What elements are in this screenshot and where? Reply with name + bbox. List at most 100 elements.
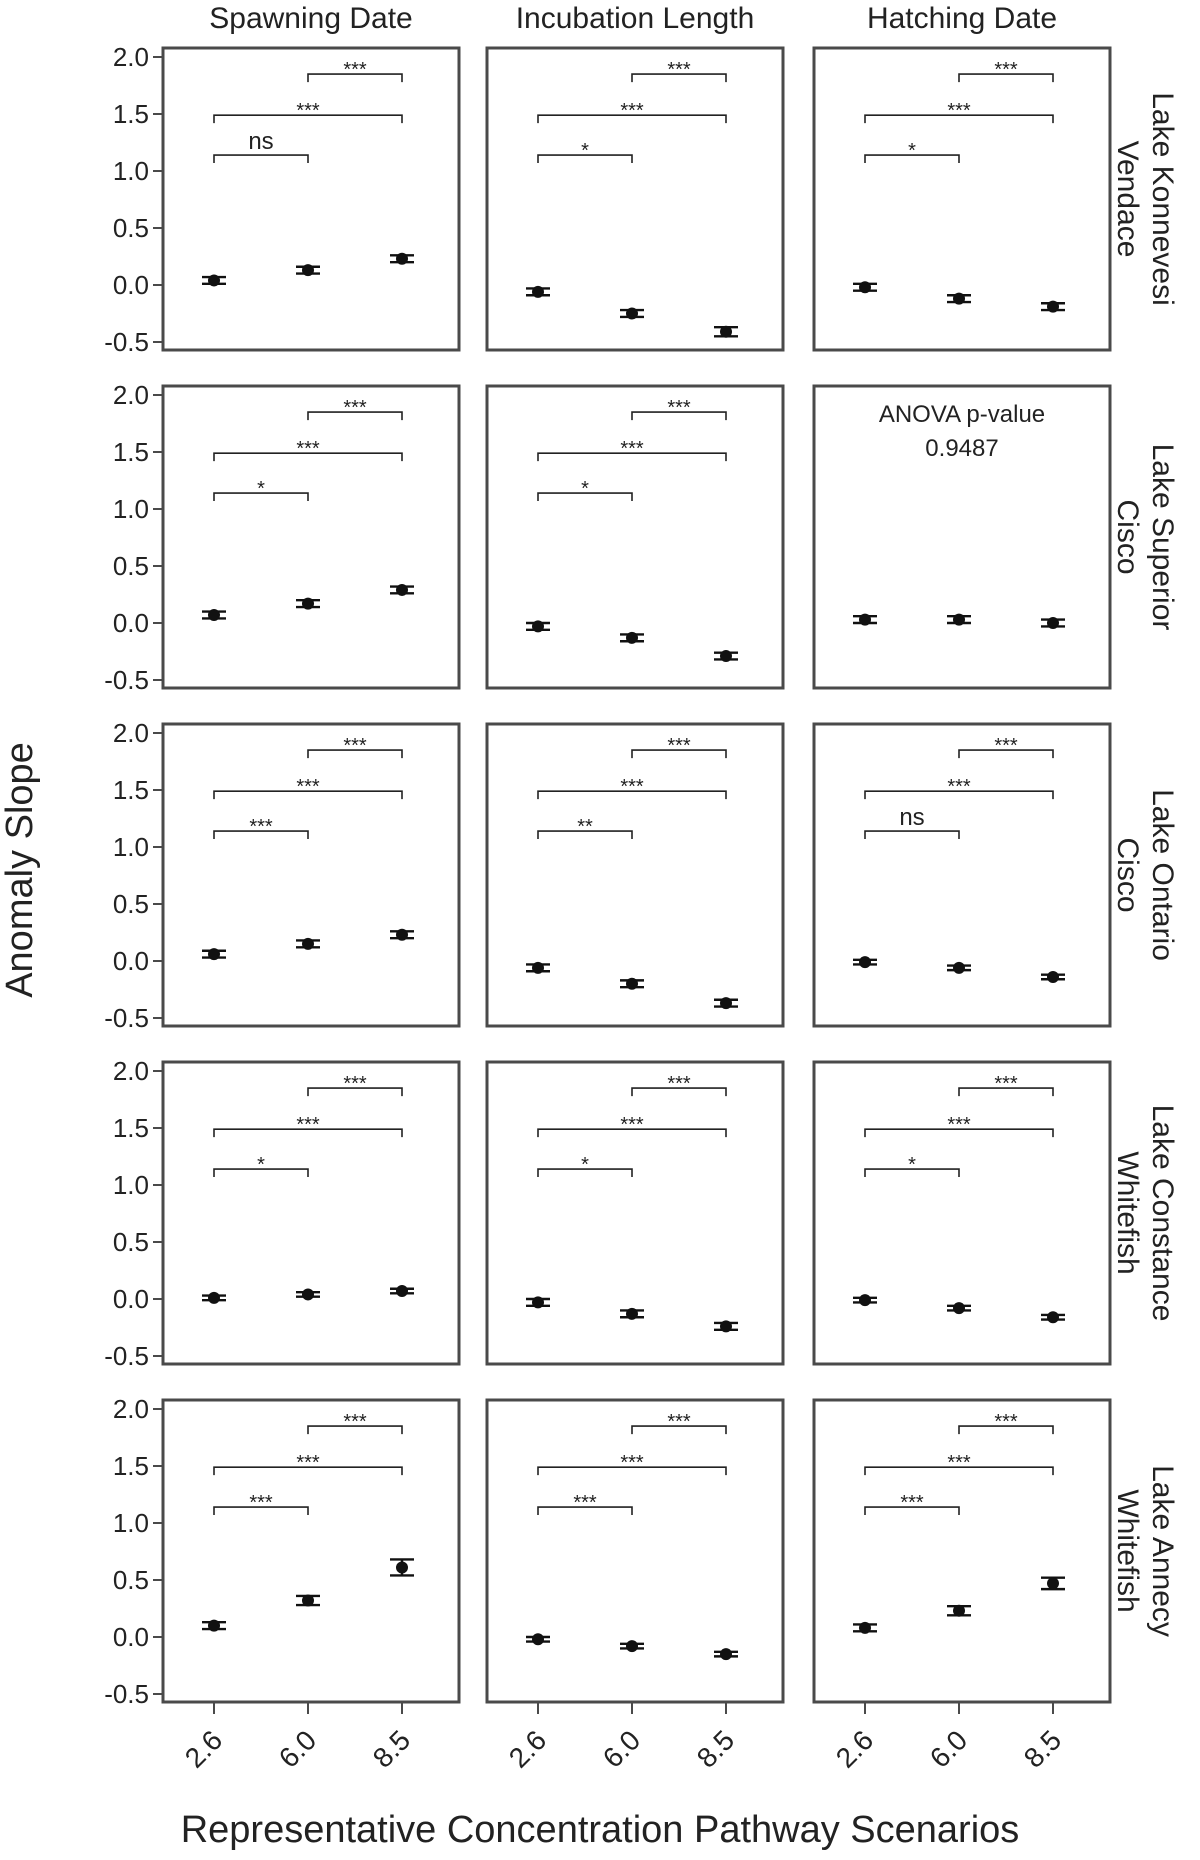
data-point — [302, 264, 314, 277]
y-tick-label: 1.0 — [113, 494, 149, 524]
significance-label: *** — [620, 1114, 644, 1136]
significance-bracket — [864, 830, 960, 840]
panel-frame — [812, 722, 1112, 1028]
significance-bracket — [864, 1466, 1054, 1476]
data-point — [208, 1619, 220, 1632]
significance-bracket — [631, 73, 727, 83]
significance-bracket — [213, 114, 403, 124]
y-tick-label: -0.5 — [104, 1341, 149, 1371]
significance-label: *** — [994, 1411, 1018, 1433]
data-point — [302, 937, 314, 950]
data-point — [396, 583, 408, 596]
data-point — [953, 1302, 965, 1315]
significance-label: ** — [577, 816, 593, 838]
x-tick-label: 6.0 — [924, 1724, 973, 1773]
y-tick-label: 1.0 — [113, 1170, 149, 1200]
significance-bracket — [537, 154, 633, 164]
significance-label: *** — [947, 100, 971, 122]
data-point — [859, 1621, 871, 1634]
significance-bracket — [213, 492, 309, 502]
significance-bracket — [864, 1506, 960, 1516]
significance-label: *** — [620, 1452, 644, 1474]
significance-label: *** — [667, 735, 691, 757]
y-tick-label: 0.5 — [113, 213, 149, 243]
x-tick-label: 6.0 — [273, 1724, 322, 1773]
data-point — [953, 1604, 965, 1617]
significance-label: *** — [296, 1114, 320, 1136]
data-point — [208, 274, 220, 287]
data-point — [208, 948, 220, 961]
significance-label: * — [581, 140, 589, 162]
data-point — [859, 281, 871, 294]
data-point — [720, 997, 732, 1010]
data-point — [626, 307, 638, 320]
row-label-species: Vendace — [1111, 141, 1144, 258]
significance-label: *** — [343, 1073, 367, 1095]
panel-frame — [812, 46, 1112, 352]
significance-label: *** — [947, 1114, 971, 1136]
significance-bracket — [537, 114, 727, 124]
panel-frame — [812, 384, 1112, 690]
column-header: Incubation Length — [516, 2, 755, 35]
panel-frame — [812, 1060, 1112, 1366]
significance-label: *** — [947, 776, 971, 798]
significance-bracket — [864, 790, 1054, 800]
significance-bracket — [864, 1168, 960, 1178]
data-point — [302, 1594, 314, 1607]
significance-bracket — [537, 1168, 633, 1178]
y-tick-label: -0.5 — [104, 1003, 149, 1033]
significance-bracket — [864, 114, 1054, 124]
y-tick-label: 0.5 — [113, 551, 149, 581]
row-label-species: Cisco — [1111, 499, 1144, 574]
y-tick-label: 0.5 — [113, 1565, 149, 1595]
significance-label: *** — [249, 1492, 273, 1514]
data-point — [859, 613, 871, 626]
y-tick-label: 0.0 — [113, 1284, 149, 1314]
y-tick-label: 0.5 — [113, 889, 149, 919]
data-point — [720, 650, 732, 663]
significance-label: * — [908, 140, 916, 162]
significance-bracket — [958, 1425, 1054, 1435]
significance-bracket — [864, 154, 960, 164]
x-tick-label: 6.0 — [597, 1724, 646, 1773]
panel-frame — [161, 722, 461, 1028]
y-tick-label: 1.0 — [113, 156, 149, 186]
significance-label: *** — [343, 59, 367, 81]
y-tick-label: -0.5 — [104, 1679, 149, 1709]
data-point — [396, 928, 408, 941]
significance-bracket — [213, 154, 309, 164]
data-point — [720, 325, 732, 338]
data-point — [532, 620, 544, 633]
panel-frame — [485, 384, 785, 690]
significance-label: *** — [994, 735, 1018, 757]
data-point — [1047, 300, 1059, 313]
data-point — [626, 1640, 638, 1653]
panel-frame — [485, 1060, 785, 1366]
significance-label: *** — [620, 438, 644, 460]
significance-label: *** — [296, 100, 320, 122]
panel-frame — [161, 1060, 461, 1366]
significance-bracket — [537, 452, 727, 462]
data-point — [859, 956, 871, 969]
data-point — [396, 1561, 408, 1574]
y-tick-label: 2.0 — [113, 1394, 149, 1424]
significance-label: *** — [667, 397, 691, 419]
significance-bracket — [213, 830, 309, 840]
y-tick-label: 1.5 — [113, 437, 149, 467]
significance-label: *** — [900, 1492, 924, 1514]
significance-bracket — [307, 749, 403, 759]
significance-label: * — [581, 478, 589, 500]
significance-label: *** — [296, 1452, 320, 1474]
panel-frame — [485, 1398, 785, 1704]
significance-label: * — [908, 1154, 916, 1176]
data-point — [720, 1320, 732, 1333]
y-tick-label: 0.5 — [113, 1227, 149, 1257]
significance-bracket — [958, 1087, 1054, 1097]
panel-frame — [812, 1398, 1112, 1704]
y-tick-label: 1.0 — [113, 832, 149, 862]
data-point — [1047, 1311, 1059, 1324]
significance-bracket — [864, 1128, 1054, 1138]
x-tick-label: 2.6 — [179, 1724, 228, 1773]
significance-label: *** — [296, 776, 320, 798]
significance-label: * — [581, 1154, 589, 1176]
